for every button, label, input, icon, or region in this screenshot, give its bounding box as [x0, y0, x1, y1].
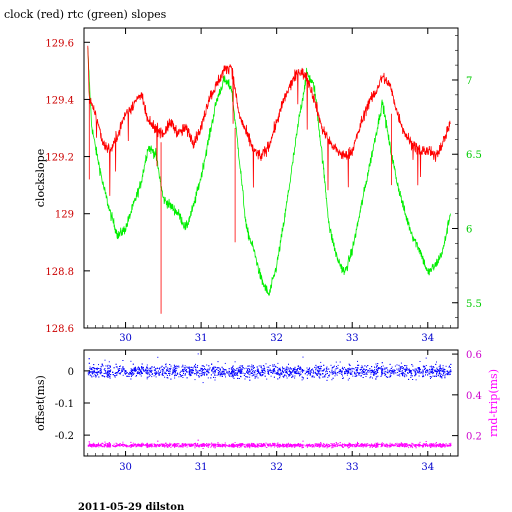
clock-series-line	[87, 45, 451, 196]
bottom-x-tick-label: 34	[421, 462, 434, 473]
chart-title: clock (red) rtc (green) slopes	[4, 8, 167, 21]
top-right-y-tick-label: 5.5	[466, 299, 482, 310]
bottom-chart: 30 31 32 33 340-0.1-0.2 0.20.40.6 offset(ms) …	[34, 349, 500, 473]
bottom-left-y-tick-label: -0.2	[55, 431, 74, 442]
bottom-right-y-tick-label: 0.4	[466, 391, 482, 402]
top-x-tick-label: 32	[270, 333, 283, 344]
top-right-y-tick-label: 7	[466, 76, 472, 87]
bottom-left-y-tick-label: 0	[68, 367, 74, 378]
top-chart: 30 31 32 33 34 128.6 128.8 129 129.2 129.4 129.6 5.…	[34, 27, 482, 344]
bottom-series-group	[87, 353, 452, 449]
top-axes-group: 30 31 32 33 34 128.6 128.8 129 129.2 129.4 129.6 5.…	[45, 28, 482, 344]
offset-scatter	[87, 353, 452, 384]
top-x-tick-label: 34	[421, 333, 434, 344]
top-left-y-tick-label: 129.2	[45, 153, 74, 164]
bottom-left-y-tick-label: -0.1	[55, 399, 74, 410]
bottom-x-tick-label: 30	[119, 462, 132, 473]
bottom-right-y-tick-label: 0.2	[466, 432, 482, 443]
top-series-group	[87, 45, 451, 314]
top-right-y-tick-label: 6.5	[466, 150, 482, 161]
top-x-tick-label: 33	[346, 333, 359, 344]
rtc-series-line	[87, 47, 451, 297]
top-right-y-tick-label: 6	[466, 224, 472, 235]
top-ylabel: clockslope	[34, 149, 47, 207]
top-plot-frame	[83, 27, 459, 329]
bottom-plot-frame	[83, 349, 459, 457]
top-left-y-tick-label: 128.6	[45, 324, 74, 335]
bottom-right-y-tick-label: 0.6	[466, 350, 482, 361]
top-left-y-tick-label: 129.4	[45, 95, 74, 106]
top-x-tick-label: 30	[119, 333, 132, 344]
top-left-y-tick-label: 129	[55, 210, 74, 221]
top-x-tick-label: 31	[195, 333, 208, 344]
bottom-x-tick-label: 31	[195, 462, 208, 473]
bottom-x-tick-label: 32	[270, 462, 283, 473]
footer-text: 2011-05-29 dilston	[78, 502, 185, 512]
bottom-x-tick-label: 33	[346, 462, 359, 473]
bottom-y2label: rnd-trip(ms)	[487, 369, 500, 437]
bottom-axes-group: 30 31 32 33 34 0 -0.1 -0.2 0.2 0.4 0.6	[55, 350, 482, 473]
bottom-ylabel: offset(ms)	[34, 375, 47, 431]
rndtrip-scatter	[87, 439, 452, 449]
top-left-y-tick-label: 128.8	[45, 267, 74, 278]
top-left-y-tick-label: 129.6	[45, 38, 74, 49]
